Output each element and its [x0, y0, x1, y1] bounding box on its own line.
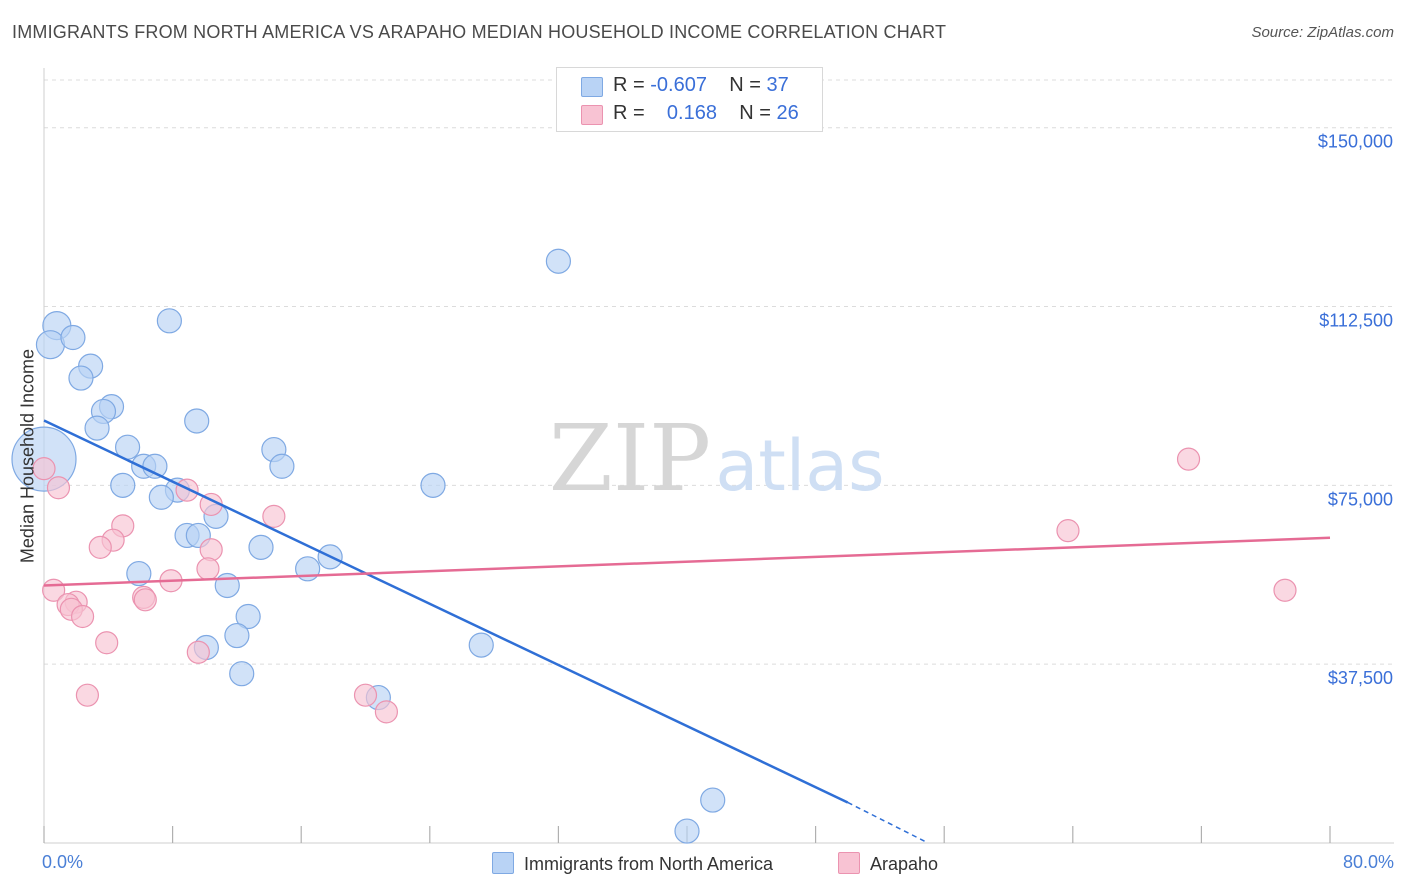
source-label: Source: ZipAtlas.com: [1251, 24, 1394, 41]
y-tick-label: $112,500: [1319, 311, 1393, 331]
immigrants-point: [184, 408, 210, 434]
immigrants-point: [545, 248, 572, 274]
arapaho-point: [133, 588, 157, 612]
immigrants-point: [468, 632, 494, 658]
arapaho-trendline: [43, 536, 1331, 587]
x-tick-min: 0.0%: [42, 852, 84, 872]
arapaho-point: [75, 683, 100, 707]
immigrants-point: [156, 308, 182, 334]
legend-r-label: R =: [613, 74, 651, 96]
bottom-legend-label: Arapaho: [870, 854, 939, 874]
legend-r-value: -0.607: [650, 74, 707, 96]
y-tick-labels: $37,500 $75,000 $112,500 $150,000: [1318, 132, 1393, 688]
bottom-legend-immigrants: Immigrants from North America: [492, 852, 773, 875]
arapaho-point: [70, 604, 95, 629]
x-tick-max: 80.0%: [1342, 852, 1394, 872]
arapaho-point: [88, 535, 112, 559]
immigrants-point: [229, 661, 255, 687]
immigrants-point: [214, 572, 240, 599]
immigrants-point: [248, 534, 274, 560]
immigrants-point: [235, 603, 261, 630]
immigrants-point: [269, 453, 295, 479]
watermark-atlas: atlas: [715, 425, 884, 507]
immigrants-point: [60, 324, 86, 351]
immigrants-point: [126, 560, 152, 587]
correlation-legend: R = -0.607 N = 37 R = 0.168 N = 26: [556, 67, 823, 132]
arapaho-point: [175, 478, 199, 502]
y-tick-label: $37,500: [1328, 668, 1393, 688]
grid: [44, 79, 1394, 665]
legend-swatch-pink: [581, 105, 603, 125]
arapaho-point: [32, 457, 56, 481]
legend-n-label: N =: [739, 102, 777, 124]
immigrants-point: [674, 818, 700, 844]
arapaho-point: [353, 683, 378, 707]
immigrants-point: [224, 622, 250, 649]
immigrants-point: [700, 787, 726, 813]
arapaho-point: [46, 476, 71, 500]
y-axis-label: Median Household Income: [17, 348, 38, 564]
immigrants-point: [148, 484, 174, 510]
immigrants-point: [420, 472, 446, 498]
bottom-legend-swatch-pink: [838, 852, 860, 874]
watermark: ZIP atlas: [549, 405, 885, 512]
legend-r-value: 0.168: [666, 102, 717, 124]
immigrants-point: [35, 330, 66, 360]
legend-swatch-blue: [581, 77, 603, 97]
arapaho-point: [262, 504, 286, 528]
arapaho-point: [186, 640, 210, 664]
bottom-legend-swatch-blue: [492, 852, 514, 874]
legend-n-value: 26: [776, 102, 799, 124]
arapaho-point: [1176, 447, 1201, 471]
immigrants-trendline: [43, 419, 849, 804]
arapaho-point: [1273, 578, 1297, 602]
legend-r-label: R =: [613, 102, 651, 124]
legend-n-label: N =: [729, 74, 767, 96]
watermark-zip: ZIP: [549, 405, 711, 512]
immigrants-point: [142, 453, 168, 479]
data-points: [11, 248, 1297, 844]
trendlines: [43, 419, 1331, 844]
legend-n-value: 37: [766, 74, 789, 96]
immigrants-point: [68, 365, 94, 391]
y-tick-label: $75,000: [1328, 489, 1393, 509]
bottom-legend-arapaho: Arapaho: [838, 852, 938, 875]
immigrants-point: [84, 415, 110, 441]
immigrants-point: [110, 472, 136, 498]
chart-title: IMMIGRANTS FROM NORTH AMERICA VS ARAPAHO…: [12, 22, 947, 42]
immigrants-trendline-extension: [847, 801, 929, 844]
arapaho-point: [1056, 519, 1080, 543]
arapaho-point: [95, 631, 119, 655]
bottom-legend-label: Immigrants from North America: [524, 854, 774, 874]
arapaho-point: [374, 700, 398, 724]
arapaho-point: [196, 557, 220, 581]
y-tick-label: $150,000: [1318, 132, 1393, 152]
arapaho-point: [199, 538, 223, 562]
